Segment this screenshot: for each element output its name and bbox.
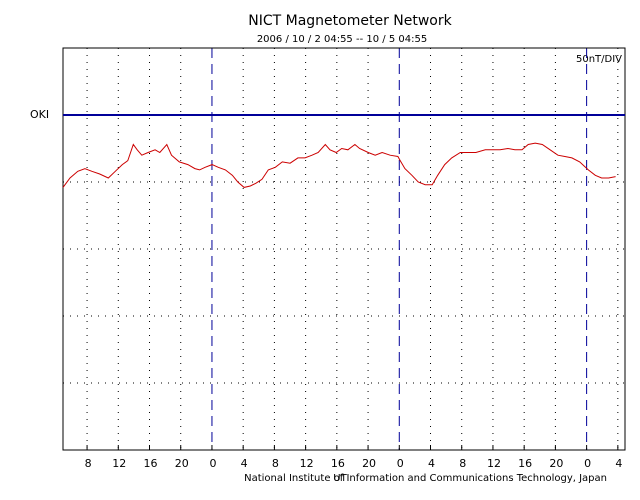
x-tick-label: 20 bbox=[362, 457, 376, 470]
x-tick-label: 4 bbox=[241, 457, 248, 470]
x-tick-label: 8 bbox=[459, 457, 466, 470]
x-tick-label: 4 bbox=[615, 457, 622, 470]
x-tick-label: 0 bbox=[397, 457, 404, 470]
x-tick-label: 0 bbox=[209, 457, 216, 470]
x-tick-label: 8 bbox=[272, 457, 279, 470]
x-tick-label: 0 bbox=[584, 457, 591, 470]
x-tick-label: 16 bbox=[331, 457, 345, 470]
x-tick-label: 20 bbox=[175, 457, 189, 470]
x-tick-label: 4 bbox=[428, 457, 435, 470]
chart-title: NICT Magnetometer Network bbox=[248, 13, 452, 29]
x-tick-label: 12 bbox=[300, 457, 314, 470]
x-tick-label: 20 bbox=[549, 457, 563, 470]
x-tick-label: 12 bbox=[487, 457, 501, 470]
scale-note: 50nT/DIV bbox=[576, 54, 622, 65]
x-axis-label: UT bbox=[333, 473, 347, 484]
x-tick-label: 8 bbox=[85, 457, 92, 470]
station-label: OKI bbox=[30, 108, 49, 121]
x-tick-label: 16 bbox=[518, 457, 532, 470]
plot-frame bbox=[62, 47, 626, 451]
x-tick-label: 16 bbox=[144, 457, 158, 470]
credit: National Institute of Information and Co… bbox=[244, 473, 607, 484]
chart-subtitle: 2006 / 10 / 2 04:55 -- 10 / 5 04:55 bbox=[257, 34, 427, 45]
x-tick-label: 12 bbox=[112, 457, 126, 470]
data-line bbox=[62, 142, 616, 188]
